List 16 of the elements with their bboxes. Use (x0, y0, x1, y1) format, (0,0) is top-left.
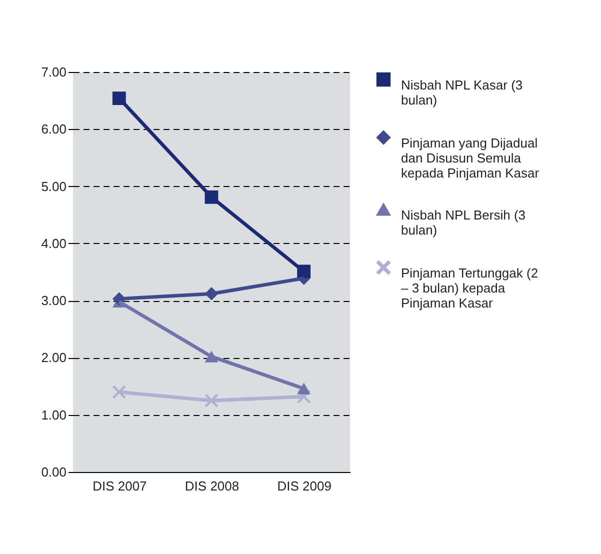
y-tick-label: 1.00 (41, 407, 66, 422)
x-tick-label: DIS 2009 (277, 478, 332, 494)
y-tick-label: 6.00 (41, 122, 66, 137)
legend-label: Nisbah NPL Kasar (3 bulan) (401, 78, 523, 108)
x-tick-label: DIS 2008 (184, 478, 240, 494)
legend-label: Pinjaman yang Dijadual dan Disusun Semula kepada Pinjaman Kasar (401, 136, 540, 180)
y-tick-label: 3.00 (41, 293, 66, 308)
point (112, 385, 126, 399)
legend-label: Pinjaman Tertunggak (2 – 3 bulan) kepada Pinjaman Kasar (401, 266, 538, 310)
y-tick-label: 7.00 (41, 64, 66, 80)
legend-label: Nisbah NPL Bersih (3 bulan) (401, 208, 526, 238)
y-tick-label: 2.00 (41, 350, 66, 366)
y-tick-label: 4.00 (41, 236, 66, 251)
y-tick-label: 5.00 (41, 178, 66, 194)
y-tick-label: 0.00 (41, 464, 66, 480)
x-tick-label: DIS 2007 (92, 478, 147, 494)
